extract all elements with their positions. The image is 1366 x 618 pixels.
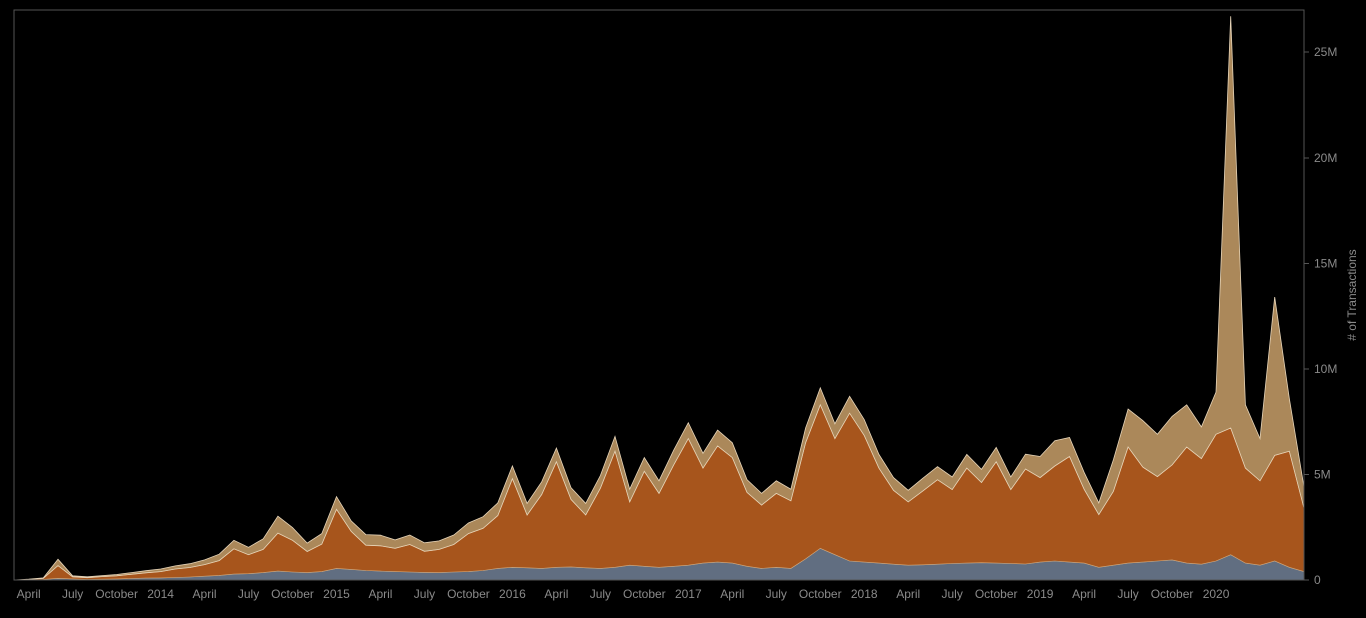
- x-tick-label: July: [238, 587, 259, 601]
- x-tick-label: July: [62, 587, 83, 601]
- x-tick-label: April: [720, 587, 744, 601]
- x-tick-label: April: [896, 587, 920, 601]
- x-tick-label: July: [766, 587, 787, 601]
- x-tick-label: October: [799, 587, 842, 601]
- y-tick-label: 15M: [1314, 256, 1337, 270]
- x-tick-label: October: [95, 587, 138, 601]
- transactions-area-chart: 0 5M 10M 15M 20M 25M # of Transactions April Jul…: [0, 0, 1366, 618]
- x-tick-label: October: [975, 587, 1018, 601]
- x-tick-label: October: [447, 587, 490, 601]
- x-tick-label: October: [623, 587, 666, 601]
- x-tick-label: April: [17, 587, 41, 601]
- y-tick-label: 20M: [1314, 151, 1337, 165]
- x-tick-label: October: [1151, 587, 1194, 601]
- x-tick-label: July: [590, 587, 611, 601]
- x-tick-label: April: [193, 587, 217, 601]
- y-axis-title: # of Transactions: [1345, 249, 1359, 340]
- x-tick-label: October: [271, 587, 314, 601]
- x-tick-label: April: [1072, 587, 1096, 601]
- x-tick-label: 2018: [851, 587, 878, 601]
- x-tick-label: July: [414, 587, 435, 601]
- y-tick-label: 5M: [1314, 467, 1331, 481]
- x-tick-label: 2020: [1203, 587, 1230, 601]
- x-tick-label: April: [544, 587, 568, 601]
- x-tick-label: April: [368, 587, 392, 601]
- y-tick-label: 25M: [1314, 45, 1337, 59]
- y-tick-label: 0: [1314, 573, 1321, 587]
- y-tick-label: 10M: [1314, 362, 1337, 376]
- x-tick-label: 2019: [1027, 587, 1054, 601]
- x-tick-label: July: [942, 587, 963, 601]
- x-tick-label: 2014: [147, 587, 174, 601]
- x-tick-label: 2015: [323, 587, 350, 601]
- x-tick-label: 2017: [675, 587, 702, 601]
- x-tick-label: 2016: [499, 587, 526, 601]
- x-tick-label: July: [1117, 587, 1138, 601]
- chart-container: 0 5M 10M 15M 20M 25M # of Transactions April Jul…: [0, 0, 1366, 618]
